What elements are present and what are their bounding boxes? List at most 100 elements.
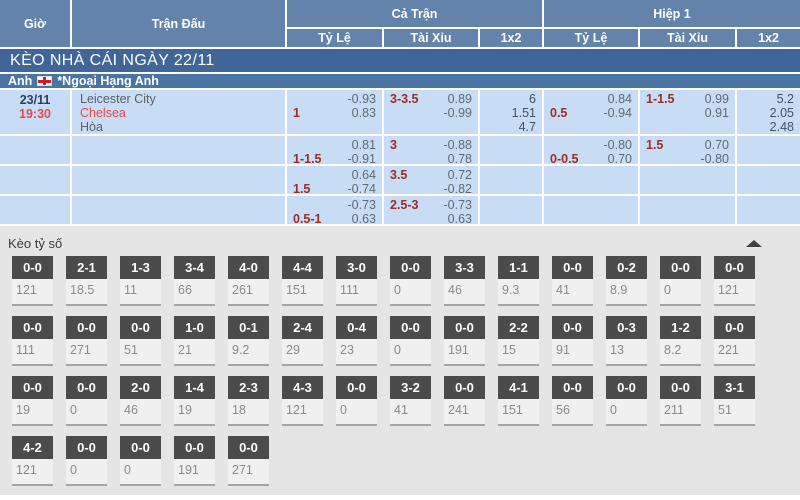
score-section-title: Kèo tỷ số xyxy=(8,235,63,251)
score-odds-value: 0 xyxy=(390,279,431,306)
score-odds-cell[interactable]: 3-3 46 xyxy=(444,256,485,308)
score-odds-cell[interactable]: 0-0 41 xyxy=(552,256,593,308)
score-odds-cell[interactable]: 0-1 9.2 xyxy=(228,316,269,368)
score-odds-cell[interactable]: 2-1 18.5 xyxy=(66,256,107,308)
score-odds-cell[interactable]: 0-0 111 xyxy=(12,316,53,368)
score-odds-cell[interactable]: 3-2 41 xyxy=(390,376,431,428)
score-odds-cell[interactable]: 0-0 0 xyxy=(390,316,431,368)
ft-overunder-cell[interactable]: 3-3.5 0.89 -0.99 xyxy=(384,90,478,134)
score-label: 3-4 xyxy=(174,256,215,279)
match-teams-cell xyxy=(72,166,285,194)
england-flag-icon xyxy=(37,76,53,86)
ft-1x2-cell xyxy=(480,196,542,224)
score-label: 2-3 xyxy=(228,376,269,399)
ft-handicap-cell[interactable]: -0.93 1 0.83 xyxy=(287,90,382,134)
score-odds-value: 9.2 xyxy=(228,339,269,366)
score-odds-value: 41 xyxy=(552,279,593,306)
odds-value: -0.94 xyxy=(603,106,633,120)
odds-1x2-value: 6 xyxy=(529,92,536,106)
score-odds-value: 9.3 xyxy=(498,279,539,306)
handicap-value: 0-0.5 xyxy=(550,152,579,166)
score-odds-cell[interactable]: 0-0 0 xyxy=(660,256,701,308)
score-odds-cell[interactable]: 3-0 111 xyxy=(336,256,377,308)
ft-overunder-cell[interactable]: 2.5-3 -0.73 0.63 xyxy=(384,196,478,226)
score-odds-cell[interactable]: 1-2 8.2 xyxy=(660,316,701,368)
odds-value: 0.63 xyxy=(447,212,472,226)
score-odds-cell[interactable]: 4-2 121 xyxy=(12,436,53,488)
odds-line: 0.84 xyxy=(550,92,632,106)
score-odds-value: 15 xyxy=(498,339,539,366)
score-odds-cell[interactable]: 1-1 9.3 xyxy=(498,256,539,308)
score-odds-cell[interactable]: 0-0 271 xyxy=(228,436,269,488)
h1-1x2-cell xyxy=(737,196,800,224)
score-odds-cell[interactable]: 0-0 221 xyxy=(714,316,755,368)
score-odds-value: 41 xyxy=(390,399,431,426)
handicap-value: 1 xyxy=(293,106,300,120)
score-odds-cell[interactable]: 2-3 18 xyxy=(228,376,269,428)
score-odds-cell[interactable]: 0-0 121 xyxy=(714,256,755,308)
ft-overunder-cell[interactable]: 3 -0.88 0.78 xyxy=(384,136,478,166)
odds-value: -0.80 xyxy=(603,138,633,152)
score-odds-cell[interactable]: 4-4 151 xyxy=(282,256,323,308)
score-odds-value: 0 xyxy=(336,399,377,426)
score-odds-cell[interactable]: 1-3 11 xyxy=(120,256,161,308)
score-odds-cell[interactable]: 3-4 66 xyxy=(174,256,215,308)
score-label: 1-2 xyxy=(660,316,701,339)
score-label: 3-0 xyxy=(336,256,377,279)
score-odds-cell[interactable]: 0-0 241 xyxy=(444,376,485,428)
score-odds-cell[interactable]: 0-0 211 xyxy=(660,376,701,428)
score-odds-cell[interactable]: 0-3 13 xyxy=(606,316,647,368)
score-odds-cell[interactable]: 0-0 56 xyxy=(552,376,593,428)
collapse-triangle-up-icon[interactable] xyxy=(746,239,762,247)
score-label: 0-0 xyxy=(714,256,755,279)
score-odds-cell[interactable]: 4-1 151 xyxy=(498,376,539,428)
score-odds-cell[interactable]: 2-2 15 xyxy=(498,316,539,368)
odds-line: 1.5 -0.74 xyxy=(293,182,376,196)
match-time-cell xyxy=(0,136,70,164)
score-odds-cell[interactable]: 0-0 0 xyxy=(120,436,161,488)
h1-1x2-cell[interactable]: 5.2 2.05 2.48 xyxy=(737,90,800,134)
score-label: 0-0 xyxy=(120,316,161,339)
ft-handicap-cell[interactable]: 0.64 1.5 -0.74 xyxy=(287,166,382,196)
score-odds-cell[interactable]: 4-3 121 xyxy=(282,376,323,428)
score-odds-cell[interactable]: 0-0 19 xyxy=(12,376,53,428)
score-odds-cell[interactable]: 0-0 51 xyxy=(120,316,161,368)
h1-overunder-cell[interactable]: 1-1.5 0.99 0.91 xyxy=(640,90,735,134)
score-label: 0-0 xyxy=(66,436,107,459)
ft-1x2-cell[interactable]: 6 1.51 4.7 xyxy=(480,90,542,134)
h1-overunder-cell[interactable]: 1.5 0.70 -0.80 xyxy=(640,136,735,166)
odds-value: 0.89 xyxy=(447,92,472,106)
score-odds-cell[interactable]: 0-0 0 xyxy=(336,376,377,428)
odds-table-body: 23/11 19:30 Leicester City Chelsea Hòa -0.93 1… xyxy=(0,90,800,226)
score-odds-cell[interactable]: 0-0 0 xyxy=(66,436,107,488)
score-odds-cell[interactable]: 3-1 51 xyxy=(714,376,755,428)
ft-overunder-cell[interactable]: 3.5 0.72 -0.82 xyxy=(384,166,478,196)
score-odds-cell[interactable]: 2-4 29 xyxy=(282,316,323,368)
score-label: 3-1 xyxy=(714,376,755,399)
score-label: 0-0 xyxy=(606,376,647,399)
score-odds-cell[interactable]: 0-0 0 xyxy=(606,376,647,428)
score-label: 4-3 xyxy=(282,376,323,399)
ft-handicap-cell[interactable]: -0.73 0.5-1 0.63 xyxy=(287,196,382,226)
score-odds-cell[interactable]: 1-4 19 xyxy=(174,376,215,428)
odds-line: 3.5 0.72 xyxy=(390,168,472,182)
team-home-name: Leicester City xyxy=(80,92,156,106)
h1-handicap-cell[interactable]: 0.84 0.5 -0.94 xyxy=(544,90,638,134)
h1-handicap-cell[interactable]: -0.80 0-0.5 0.70 xyxy=(544,136,638,166)
score-odds-cell[interactable]: 0-4 23 xyxy=(336,316,377,368)
score-odds-cell[interactable]: 0-0 91 xyxy=(552,316,593,368)
score-odds-cell[interactable]: 0-0 191 xyxy=(444,316,485,368)
score-odds-cell[interactable]: 0-0 0 xyxy=(390,256,431,308)
score-odds-cell[interactable]: 0-0 191 xyxy=(174,436,215,488)
score-odds-cell[interactable]: 0-2 8.9 xyxy=(606,256,647,308)
score-label: 4-4 xyxy=(282,256,323,279)
score-odds-cell[interactable]: 1-0 21 xyxy=(174,316,215,368)
score-odds-cell[interactable]: 0-0 271 xyxy=(66,316,107,368)
odds-value: -0.74 xyxy=(347,182,377,196)
odds-line: 1 0.83 xyxy=(293,106,376,120)
score-odds-cell[interactable]: 0-0 121 xyxy=(12,256,53,308)
score-odds-cell[interactable]: 4-0 261 xyxy=(228,256,269,308)
score-odds-cell[interactable]: 0-0 0 xyxy=(66,376,107,428)
score-odds-cell[interactable]: 2-0 46 xyxy=(120,376,161,428)
ft-handicap-cell[interactable]: 0.81 1-1.5 -0.91 xyxy=(287,136,382,166)
